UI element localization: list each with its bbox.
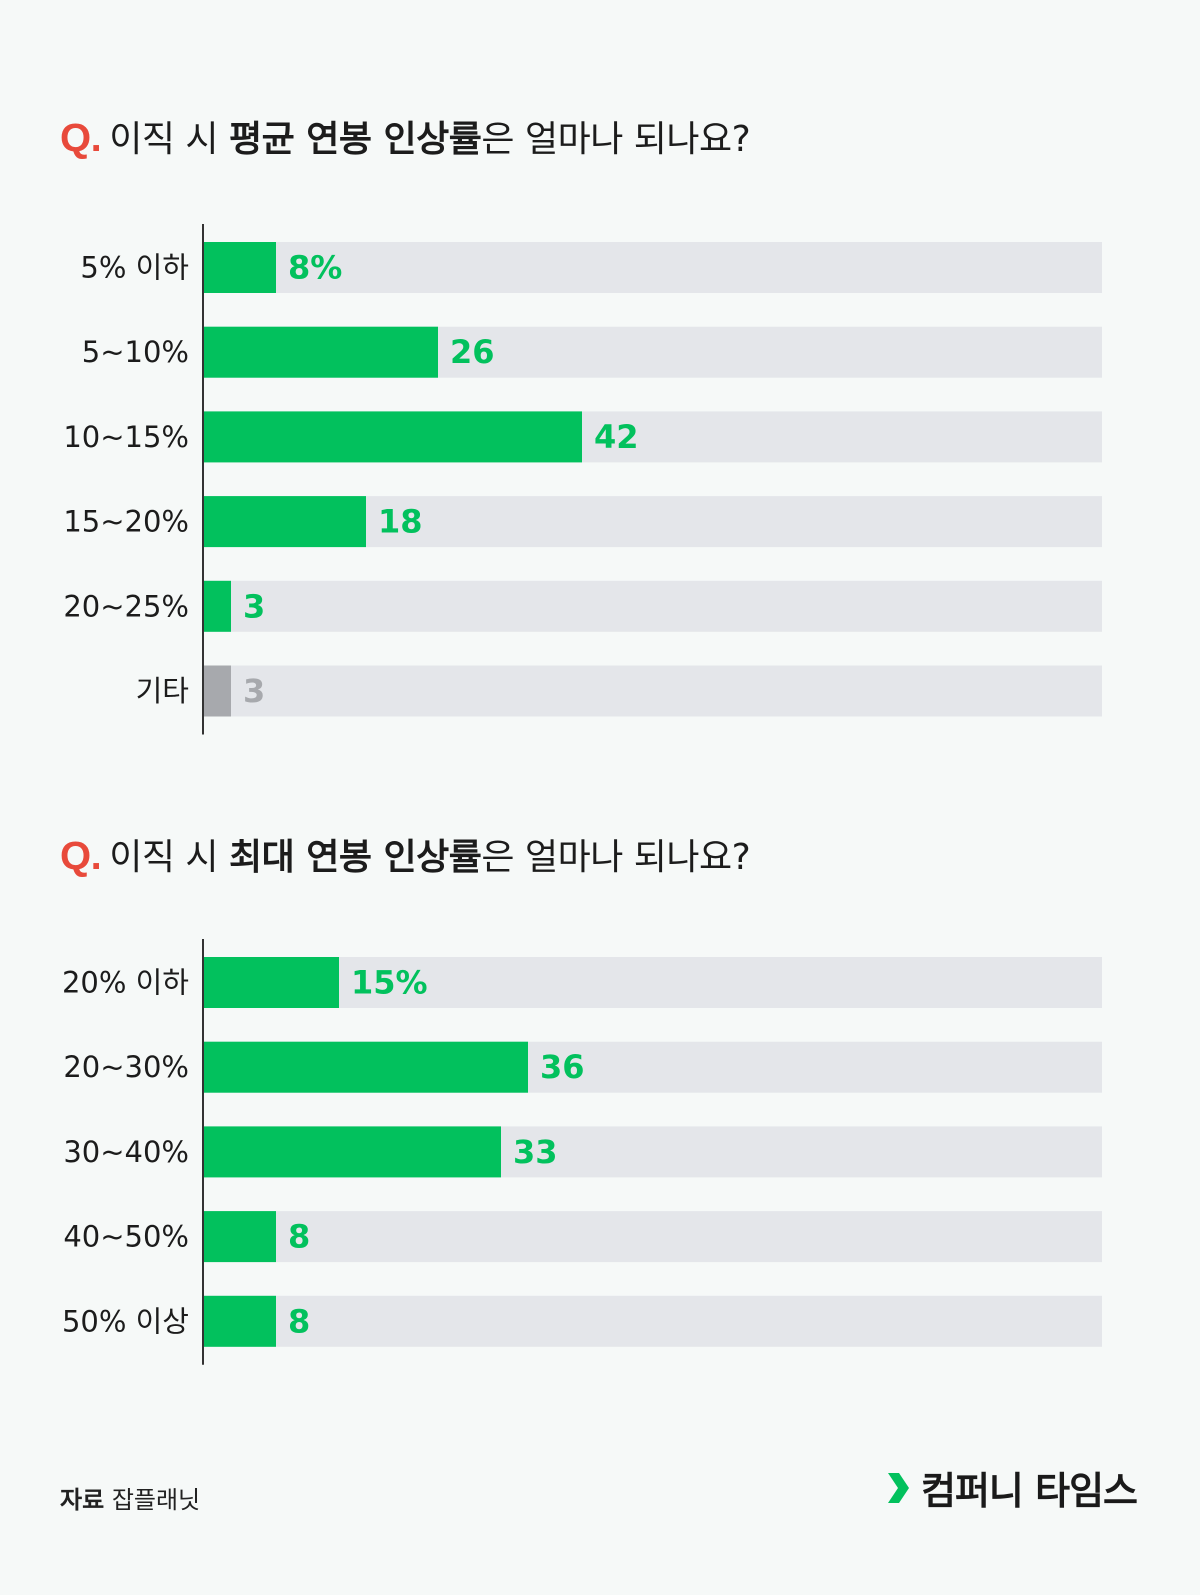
value-label: 26 bbox=[450, 333, 495, 371]
bar-track bbox=[204, 1295, 1102, 1347]
chart-2: 20% 이하 15% 20~30% 36 30~40% 33 40~50% 8 50% 이상 8 bbox=[62, 939, 1102, 1365]
chart-1: 5% 이하 8% 5~10% 26 10~15% 42 15~20% 18 20~25% 3 기타 3 bbox=[63, 224, 1102, 735]
chevron-right-icon bbox=[888, 1472, 909, 1503]
category-label: 50% 이상 bbox=[62, 1304, 189, 1338]
value-label: 8 bbox=[288, 1302, 310, 1340]
bar bbox=[204, 1041, 528, 1093]
value-label: 8% bbox=[288, 249, 342, 287]
bar bbox=[204, 411, 582, 463]
value-label: 42 bbox=[594, 418, 639, 456]
category-label: 20~30% bbox=[63, 1050, 189, 1084]
category-label: 20~25% bbox=[63, 589, 189, 623]
bar-track bbox=[204, 957, 1102, 1008]
value-label: 8 bbox=[288, 1218, 310, 1256]
chart-1-title: Q. 이직 시 평균 연봉 인상률은 얼마나 되나요? bbox=[60, 116, 751, 160]
question-mark: Q. bbox=[60, 116, 102, 160]
brand-logo: 컴퍼니 타임스 bbox=[885, 1460, 1138, 1515]
source-note: 자료 잡플래닛 bbox=[60, 1480, 200, 1515]
category-label: 15~20% bbox=[63, 505, 189, 539]
bar-track bbox=[204, 580, 1102, 632]
value-label: 18 bbox=[378, 503, 423, 541]
category-label: 5~10% bbox=[82, 335, 189, 369]
bar bbox=[204, 1126, 501, 1178]
value-label: 33 bbox=[513, 1133, 558, 1171]
category-label: 30~40% bbox=[63, 1135, 189, 1169]
value-label: 3 bbox=[243, 587, 265, 625]
bar-track bbox=[204, 665, 1102, 717]
bar bbox=[204, 957, 339, 1008]
source-label: 자료 bbox=[60, 1486, 105, 1514]
bar bbox=[204, 580, 231, 632]
bar bbox=[204, 665, 231, 717]
bar bbox=[204, 496, 366, 548]
logo-text: 컴퍼니 타임스 bbox=[921, 1469, 1138, 1513]
category-label: 기타 bbox=[136, 674, 189, 708]
bar bbox=[204, 1295, 276, 1347]
category-label: 10~15% bbox=[63, 420, 189, 454]
source-name: 잡플래닛 bbox=[111, 1486, 201, 1514]
value-label: 15% bbox=[351, 964, 428, 1002]
bar-track bbox=[204, 1211, 1102, 1263]
category-label: 20% 이하 bbox=[62, 966, 189, 1000]
value-label: 36 bbox=[540, 1048, 585, 1086]
question-mark: Q. bbox=[60, 834, 102, 878]
bar bbox=[204, 242, 276, 293]
bar-track bbox=[204, 242, 1102, 293]
category-label: 5% 이하 bbox=[80, 251, 189, 285]
bar bbox=[204, 1211, 276, 1263]
chart-2-title: Q. 이직 시 최대 연봉 인상률은 얼마나 되나요? bbox=[60, 834, 751, 878]
bar bbox=[204, 326, 438, 378]
value-label: 3 bbox=[243, 672, 265, 710]
category-label: 40~50% bbox=[63, 1220, 189, 1254]
